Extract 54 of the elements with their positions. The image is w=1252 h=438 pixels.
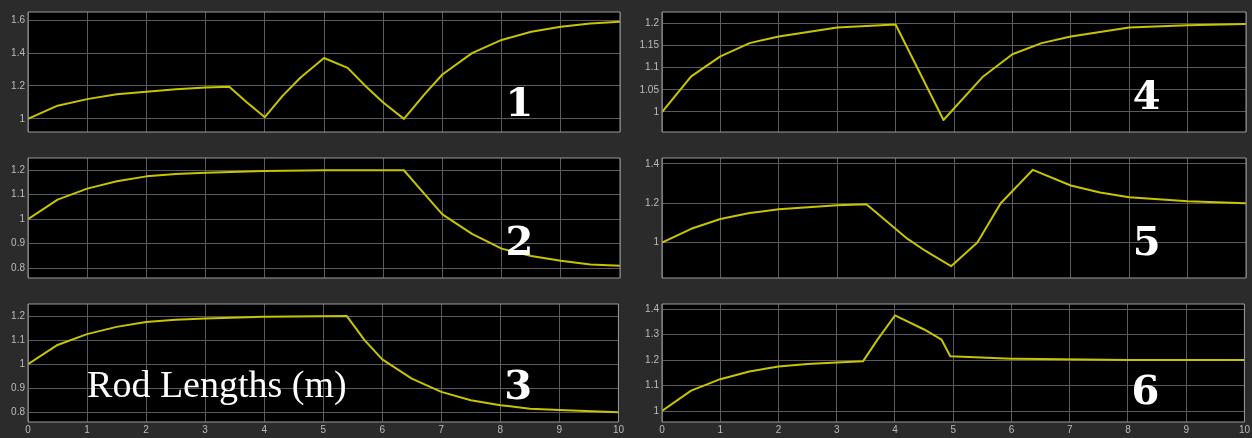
y-tick-label: 1.2: [645, 16, 660, 28]
y-tick-label: 1: [653, 404, 660, 416]
y-tick-label: 0.8: [11, 261, 26, 273]
x-tick-label: 4: [892, 423, 899, 435]
y-tick-label: 1.1: [11, 333, 26, 345]
x-tick-label: 7: [1066, 423, 1073, 435]
x-tick-label: 5: [320, 423, 327, 435]
x-tick-label: 3: [202, 423, 209, 435]
x-tick-label: 8: [497, 423, 504, 435]
annotation: 2: [505, 216, 534, 264]
annotation: 1: [505, 77, 534, 125]
y-tick-label: 1.1: [645, 61, 660, 73]
y-tick-label: 1.2: [645, 353, 660, 365]
x-tick-label: 2: [775, 423, 782, 435]
annotation: Rod Lengths (m): [87, 362, 347, 406]
y-tick-label: 1.15: [639, 39, 660, 51]
y-tick-label: 1.4: [645, 302, 660, 314]
x-tick-label: 9: [556, 423, 563, 435]
y-tick-label: 1.1: [645, 379, 660, 391]
y-tick-label: 0.8: [11, 406, 26, 418]
x-tick-label: 1: [84, 423, 91, 435]
y-tick-label: 1.2: [645, 197, 660, 208]
y-tick-label: 1.2: [11, 163, 26, 175]
x-tick-label: 2: [143, 423, 150, 435]
y-tick-label: 1.2: [11, 79, 26, 91]
x-tick-label: 4: [261, 423, 268, 435]
x-tick-label: 3: [833, 423, 840, 435]
x-tick-label: 0: [25, 423, 32, 435]
y-tick-label: 0.9: [11, 237, 26, 249]
x-tick-label: 10: [612, 423, 625, 435]
y-tick-label: 1.6: [11, 13, 26, 25]
x-tick-label: 6: [1008, 423, 1015, 435]
y-tick-label: 1.4: [11, 46, 26, 58]
annotation: 5: [1132, 216, 1161, 264]
x-tick-label: 0: [659, 423, 666, 435]
y-tick-label: 1: [653, 105, 660, 117]
y-tick-label: 1.2: [11, 309, 26, 321]
x-tick-label: 9: [1183, 423, 1190, 435]
y-tick-label: 1.3: [645, 328, 660, 340]
x-tick-label: 8: [1125, 423, 1132, 435]
y-tick-label: 1.1: [11, 188, 26, 200]
x-tick-label: 5: [950, 423, 957, 435]
y-tick-label: 1: [19, 112, 26, 124]
y-tick-label: 0.9: [11, 382, 26, 394]
y-tick-label: 1.05: [639, 83, 660, 95]
y-tick-label: 1: [19, 212, 26, 224]
annotation: 4: [1132, 70, 1161, 118]
x-tick-label: 10: [1238, 423, 1251, 435]
x-tick-label: 7: [438, 423, 445, 435]
y-tick-label: 1.4: [645, 157, 660, 169]
y-tick-label: 1: [653, 236, 660, 248]
x-tick-label: 1: [717, 423, 724, 435]
y-tick-label: 1: [19, 357, 26, 369]
x-tick-label: 6: [379, 423, 386, 435]
